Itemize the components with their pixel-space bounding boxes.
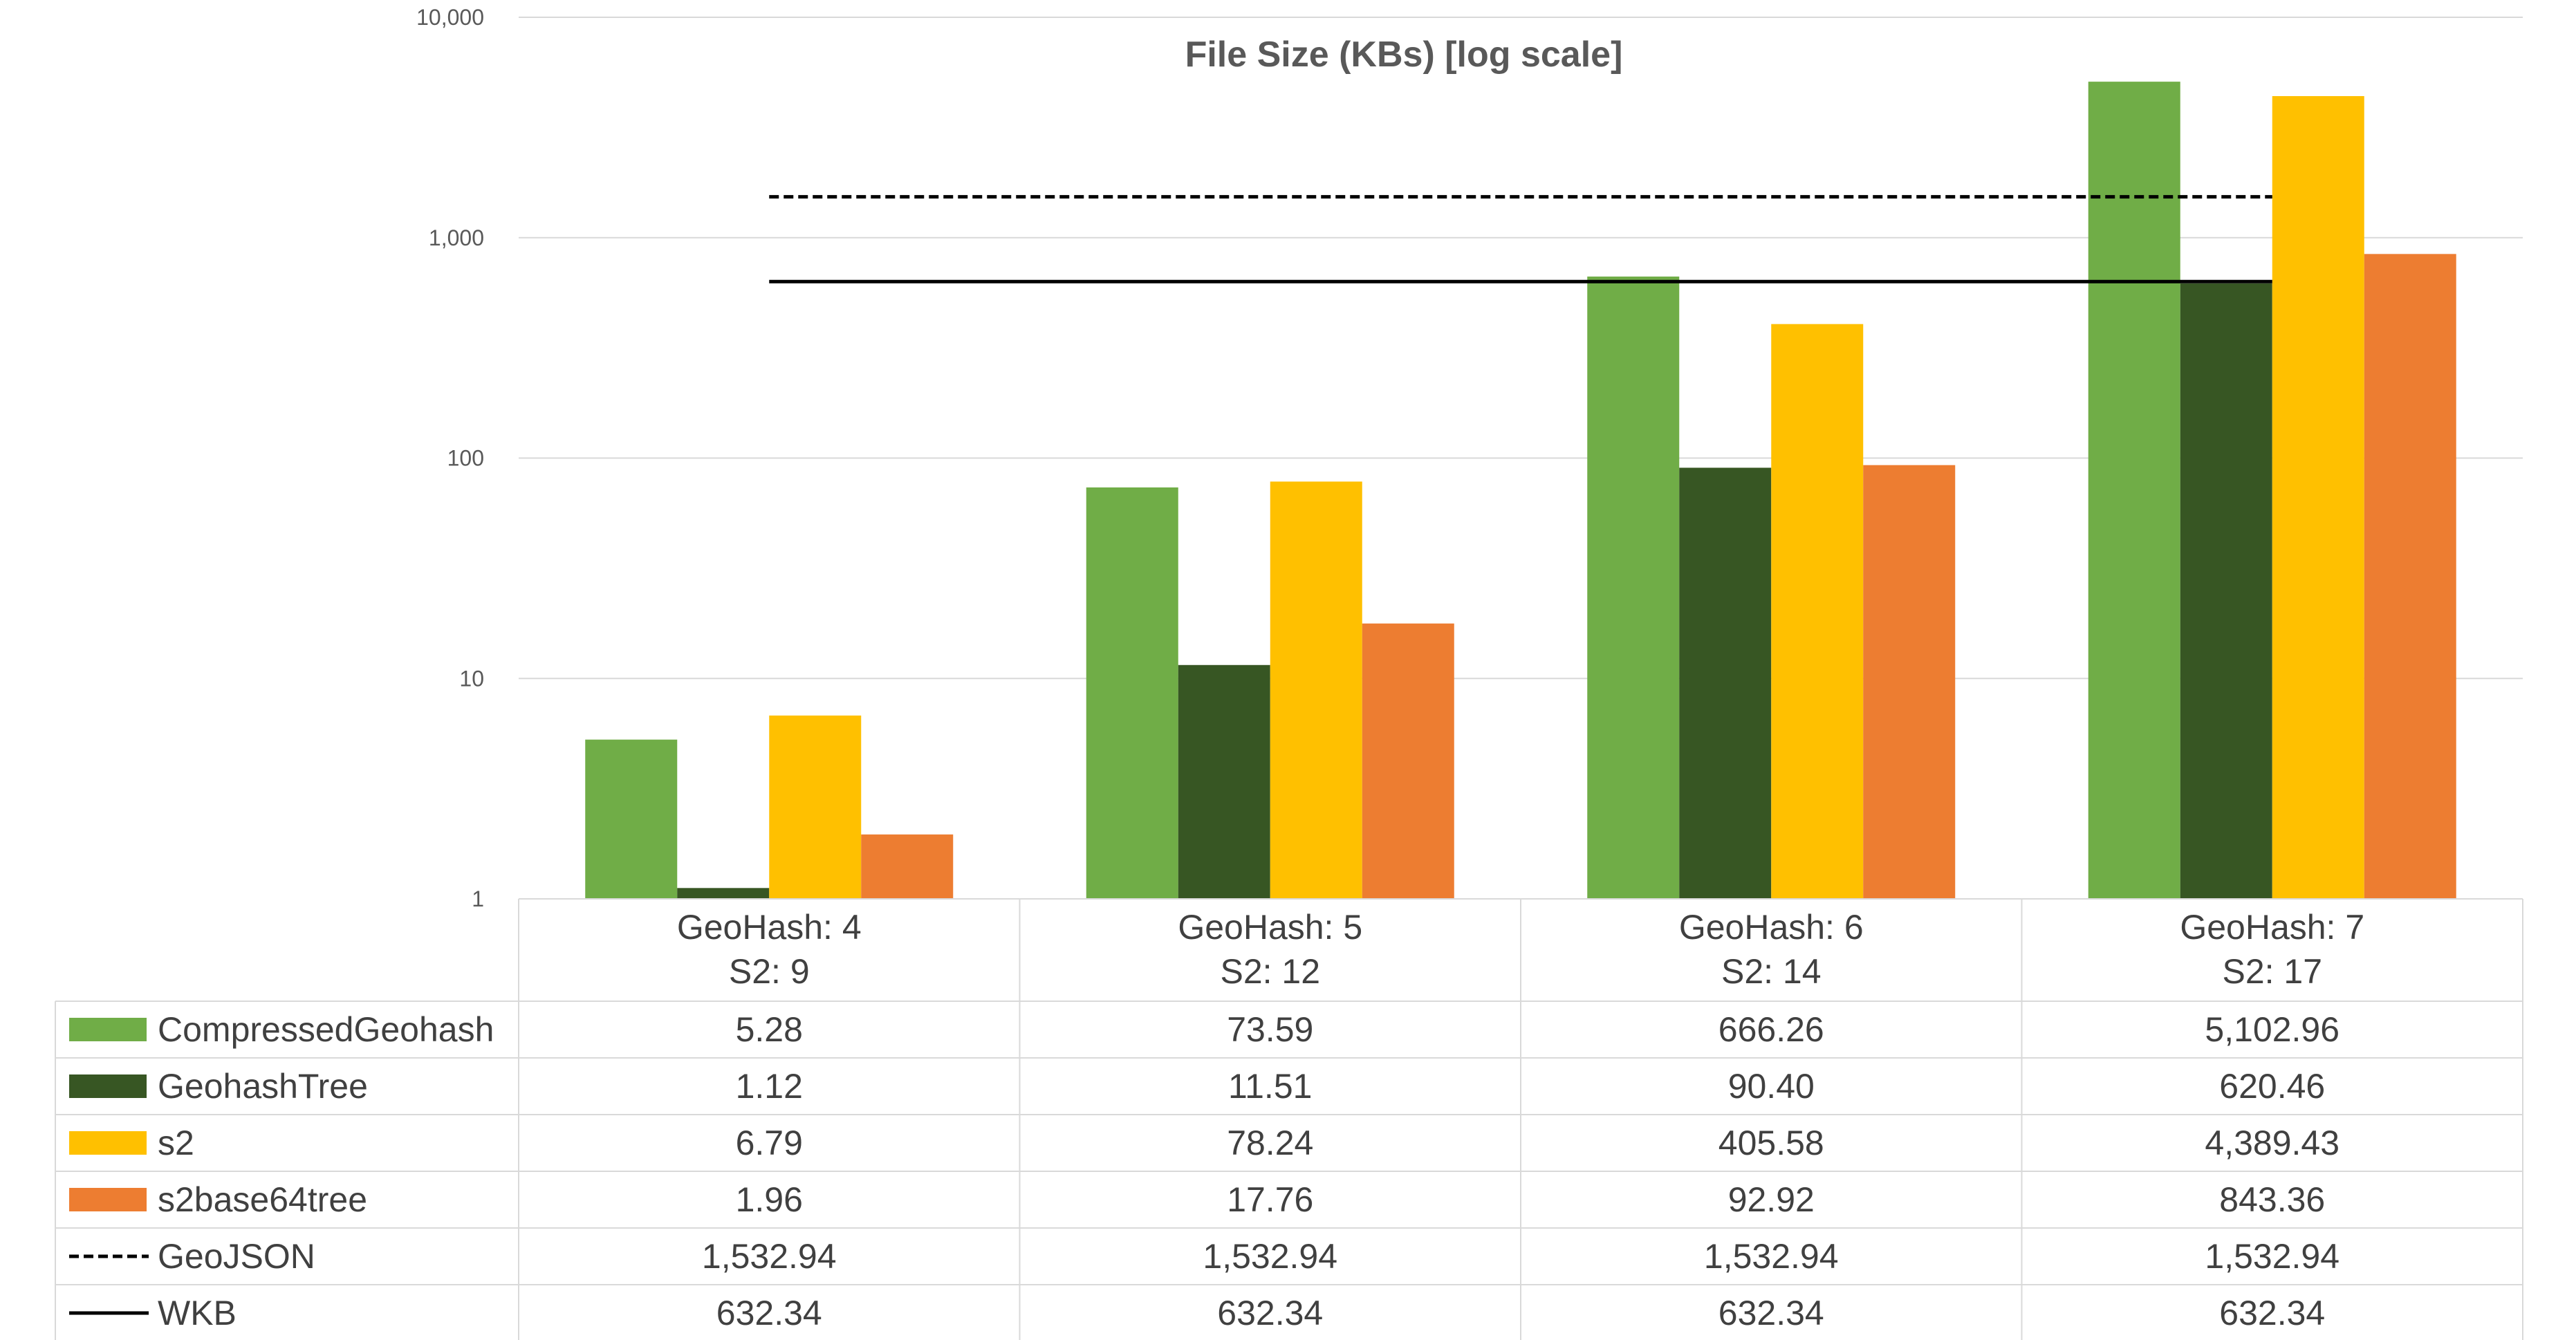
table-cell-value: 73.59 <box>1227 1010 1313 1049</box>
table-cell-value: 632.34 <box>1217 1294 1323 1332</box>
bar-s2base64tree-4 <box>2364 254 2456 899</box>
bar-compressedgeohash-4 <box>2088 82 2180 899</box>
series-name: GeohashTree <box>158 1067 368 1106</box>
table-cell-value: 1,532.94 <box>1203 1237 1337 1276</box>
legend-key-s2base64tree <box>69 1188 147 1211</box>
bar-s2-2 <box>1270 481 1362 899</box>
table-cell-value: 90.40 <box>1728 1067 1815 1106</box>
bar-geohashtree-1 <box>677 888 770 899</box>
bar-geohashtree-2 <box>1178 664 1270 899</box>
bar-s2-3 <box>1771 324 1864 899</box>
category-label: S2: 14 <box>1721 952 1822 991</box>
table-cell-value: 405.58 <box>1718 1124 1824 1162</box>
y-tick-label: 100 <box>447 446 484 471</box>
table-cell-value: 6.79 <box>736 1124 803 1162</box>
bar-compressedgeohash-3 <box>1587 276 1680 899</box>
legend-key-s2 <box>69 1131 147 1155</box>
bars <box>585 82 2456 899</box>
bar-s2base64tree-3 <box>1863 465 1956 899</box>
series-name: s2base64tree <box>158 1180 367 1219</box>
table-cell-value: 666.26 <box>1718 1010 1824 1049</box>
y-tick-label: 1,000 <box>429 225 484 250</box>
table-cell-value: 843.36 <box>2219 1180 2325 1219</box>
table-cell-value: 4,389.43 <box>2205 1124 2339 1162</box>
category-label: GeoHash: 4 <box>677 908 862 947</box>
category-label: S2: 17 <box>2222 952 2322 991</box>
table-cell-value: 620.46 <box>2219 1067 2325 1106</box>
bar-s2base64tree-1 <box>861 834 954 899</box>
bar-geohashtree-3 <box>1679 467 1772 899</box>
table-cell-value: 632.34 <box>1718 1294 1824 1332</box>
chart-title: File Size (KBs) [log scale] <box>1185 35 1623 75</box>
data-table: GeoHash: 4 S2: 9 GeoHash: 5 S2: 12 GeoHash: … <box>55 898 2523 1340</box>
table-cell-value: 632.34 <box>716 1294 822 1332</box>
table-cell-value: 5,102.96 <box>2205 1010 2339 1049</box>
y-tick-label: 10 <box>459 666 484 691</box>
category-label: S2: 9 <box>729 952 810 991</box>
table-cell-value: 632.34 <box>2219 1294 2325 1332</box>
bar-s2base64tree-2 <box>1362 623 1454 899</box>
series-name: CompressedGeohash <box>158 1010 494 1049</box>
category-label: GeoHash: 5 <box>1178 908 1362 947</box>
category-label: GeoHash: 6 <box>1679 908 1864 947</box>
y-tick-label: 1 <box>472 886 484 911</box>
series-name: WKB <box>158 1294 237 1332</box>
bar-s2-1 <box>769 715 862 899</box>
table-cell-value: 17.76 <box>1227 1180 1313 1219</box>
table-cell-value: 1.96 <box>736 1180 803 1219</box>
legend-key-geohashtree <box>69 1074 147 1098</box>
table-cell-value: 78.24 <box>1227 1124 1313 1162</box>
table-cell-value: 11.51 <box>1228 1067 1312 1106</box>
category-label: S2: 12 <box>1220 952 1320 991</box>
series-name: GeoJSON <box>158 1237 315 1276</box>
reference-lines <box>769 195 2272 283</box>
bar-compressedgeohash-1 <box>585 739 678 899</box>
y-axis-ticks: 1 10 100 1,000 10,000 <box>416 5 484 911</box>
table-cell-value: 1,532.94 <box>1704 1237 1839 1276</box>
table-cell-value: 1,532.94 <box>702 1237 837 1276</box>
table-cell-value: 5.28 <box>736 1010 803 1049</box>
table-cell-value: 1.12 <box>736 1067 803 1106</box>
category-label: GeoHash: 7 <box>2180 908 2364 947</box>
y-tick-label: 10,000 <box>416 5 484 30</box>
legend-key-compressedgeohash <box>69 1018 147 1041</box>
table-cell-value: 1,532.94 <box>2205 1237 2339 1276</box>
series-name: s2 <box>158 1124 194 1162</box>
bar-s2-4 <box>2272 95 2364 899</box>
bar-geohashtree-4 <box>2180 283 2272 899</box>
table-cell-value: 92.92 <box>1728 1180 1815 1219</box>
bar-compressedgeohash-2 <box>1086 487 1178 899</box>
